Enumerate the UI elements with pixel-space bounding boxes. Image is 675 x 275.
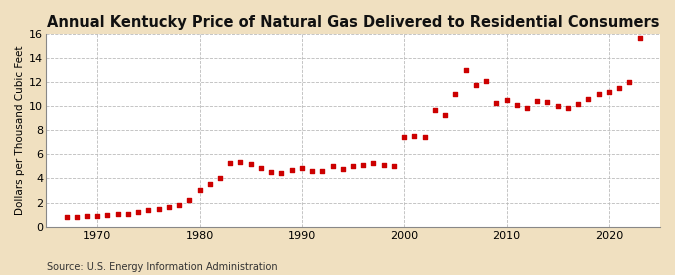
Point <box>102 213 113 217</box>
Point <box>153 207 164 211</box>
Point <box>399 135 410 139</box>
Point <box>470 82 481 87</box>
Point <box>143 208 154 213</box>
Point <box>123 212 134 216</box>
Point <box>409 133 420 138</box>
Point <box>266 170 277 174</box>
Point <box>481 79 491 83</box>
Point <box>61 215 72 219</box>
Point <box>634 35 645 40</box>
Point <box>460 68 471 72</box>
Point <box>450 92 461 96</box>
Point <box>358 163 369 167</box>
Point <box>542 100 553 104</box>
Point <box>296 166 307 170</box>
Y-axis label: Dollars per Thousand Cubic Feet: Dollars per Thousand Cubic Feet <box>15 46 25 215</box>
Point <box>624 80 634 84</box>
Point <box>112 212 123 216</box>
Point <box>501 98 512 102</box>
Point <box>338 167 348 171</box>
Point <box>327 164 338 169</box>
Point <box>512 103 522 107</box>
Point <box>215 176 225 181</box>
Point <box>603 90 614 95</box>
Point <box>593 92 604 96</box>
Point <box>368 161 379 165</box>
Point <box>348 164 358 169</box>
Point <box>389 164 400 169</box>
Point <box>72 214 82 219</box>
Point <box>306 168 317 173</box>
Point <box>552 104 563 108</box>
Point <box>614 86 624 90</box>
Point <box>205 182 215 186</box>
Point <box>532 99 543 104</box>
Point <box>173 203 184 207</box>
Point <box>245 162 256 166</box>
Point <box>439 113 450 117</box>
Point <box>491 101 502 105</box>
Point <box>133 210 144 214</box>
Point <box>583 97 594 101</box>
Point <box>573 101 584 106</box>
Title: Annual Kentucky Price of Natural Gas Delivered to Residential Consumers: Annual Kentucky Price of Natural Gas Del… <box>47 15 659 30</box>
Point <box>276 171 287 175</box>
Point <box>419 135 430 139</box>
Point <box>235 160 246 164</box>
Point <box>82 214 92 218</box>
Point <box>286 168 297 172</box>
Point <box>194 188 205 192</box>
Point <box>256 165 267 170</box>
Point <box>184 198 194 202</box>
Point <box>225 161 236 166</box>
Text: Source: U.S. Energy Information Administration: Source: U.S. Energy Information Administ… <box>47 262 278 272</box>
Point <box>317 169 328 174</box>
Point <box>378 163 389 167</box>
Point <box>522 106 533 110</box>
Point <box>163 205 174 210</box>
Point <box>429 108 440 112</box>
Point <box>92 213 103 218</box>
Point <box>562 106 573 110</box>
